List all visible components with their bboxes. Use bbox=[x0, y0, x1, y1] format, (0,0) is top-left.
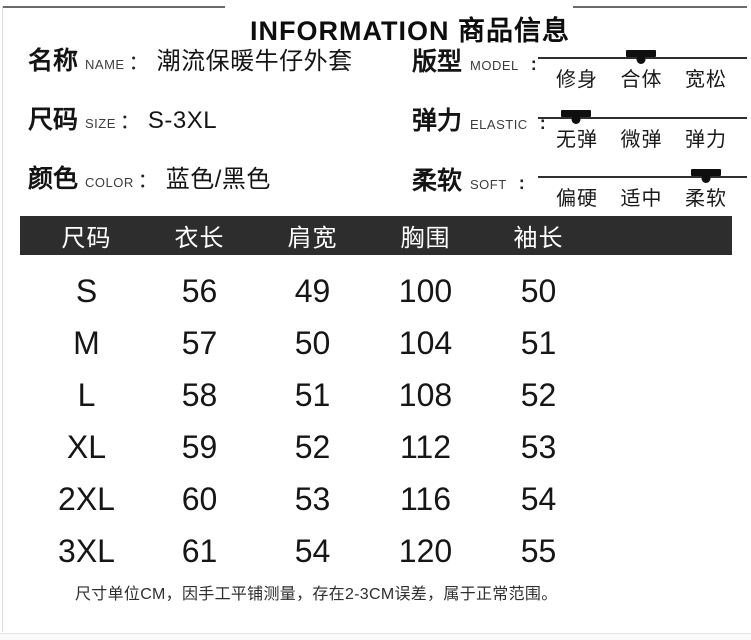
attr-colon: ： bbox=[137, 170, 158, 192]
slider-label-en: SOFT bbox=[470, 177, 507, 192]
slider-track-soft: 偏硬 适中 柔软 bbox=[538, 169, 747, 211]
header-left-divider bbox=[3, 6, 225, 8]
table-cell: 108 bbox=[398, 376, 453, 413]
table-cell: 53 bbox=[520, 428, 557, 465]
slider-label-en: ELASTIC bbox=[470, 117, 528, 132]
size-table-header-cell: 尺码 bbox=[61, 225, 112, 252]
table-row: 3XL 61 54 120 55 bbox=[20, 525, 732, 577]
attr-value-size: S-3XL bbox=[147, 107, 218, 134]
left-edge-line bbox=[2, 6, 3, 632]
table-cell: 61 bbox=[181, 532, 218, 569]
bottom-divider bbox=[0, 633, 751, 634]
table-cell: 54 bbox=[520, 480, 557, 517]
slider-option: 适中 bbox=[620, 188, 663, 210]
header-right-divider bbox=[573, 6, 747, 8]
table-cell: 57 bbox=[181, 324, 218, 361]
slider-options-elastic: 无弹 微弹 弹力 bbox=[538, 123, 747, 152]
slider-label-zh: 版型 bbox=[412, 48, 463, 76]
slider-track-model: 修身 合体 宽松 bbox=[538, 50, 747, 92]
table-cell: 53 bbox=[294, 480, 331, 517]
measurement-note: 尺寸单位CM，因手工平铺测量，存在2-3CM误差，属于正常范围。 bbox=[75, 586, 558, 603]
table-cell: XL bbox=[66, 428, 107, 465]
table-cell: 55 bbox=[520, 532, 557, 569]
slider-colon: : bbox=[539, 113, 546, 133]
attr-row-size: 尺码 SIZE ： S-3XL bbox=[28, 100, 217, 136]
slider-option: 弹力 bbox=[685, 129, 727, 151]
slider-label-zh: 弹力 bbox=[412, 107, 463, 135]
slider-label-elastic: 弹力 ELASTIC : bbox=[412, 101, 546, 137]
size-table-header-cell: 胸围 bbox=[400, 225, 451, 252]
attr-colon: ： bbox=[128, 52, 149, 74]
attr-colon: ： bbox=[119, 111, 140, 133]
slider-option: 修身 bbox=[556, 69, 598, 91]
size-table-header-cell: 衣长 bbox=[174, 225, 225, 252]
slider-line bbox=[538, 117, 747, 119]
slider-option: 柔软 bbox=[685, 188, 727, 210]
table-cell: 52 bbox=[520, 376, 557, 413]
table-cell: 50 bbox=[520, 272, 557, 309]
attr-label-en: COLOR bbox=[85, 175, 134, 190]
slider-label-zh: 柔软 bbox=[412, 167, 463, 195]
slider-marker-elastic bbox=[561, 110, 591, 117]
table-cell: 3XL bbox=[58, 532, 115, 569]
table-cell: 49 bbox=[294, 272, 331, 309]
attr-label-zh: 尺码 bbox=[28, 106, 79, 134]
table-row: 2XL 60 53 116 54 bbox=[20, 473, 732, 525]
slider-label-model: 版型 MODEL : bbox=[412, 42, 537, 78]
size-table-header-cell: 肩宽 bbox=[287, 225, 338, 252]
slider-track-elastic: 无弹 微弹 弹力 bbox=[538, 110, 747, 152]
attr-row-color: 颜色 COLOR ： 蓝色/黑色 bbox=[28, 159, 271, 195]
size-table-header: 尺码 衣长 肩宽 胸围 袖长 bbox=[20, 216, 732, 255]
table-cell: S bbox=[75, 272, 98, 309]
slider-colon: : bbox=[518, 173, 525, 193]
table-cell: 51 bbox=[520, 324, 557, 361]
table-cell: 52 bbox=[294, 428, 331, 465]
slider-marker-model bbox=[626, 50, 656, 57]
page-title: INFORMATION 商品信息 bbox=[250, 16, 570, 47]
table-cell: L bbox=[77, 376, 96, 413]
slider-option: 合体 bbox=[620, 69, 663, 91]
attr-value-color: 蓝色/黑色 bbox=[165, 166, 271, 193]
table-row: S 56 49 100 50 bbox=[20, 265, 732, 317]
slider-options-model: 修身 合体 宽松 bbox=[538, 63, 747, 92]
table-cell: 51 bbox=[294, 376, 331, 413]
table-cell: 58 bbox=[181, 376, 218, 413]
bottom-strip bbox=[0, 634, 751, 640]
attr-value-name: 潮流保暖牛仔外套 bbox=[156, 48, 353, 75]
table-cell: 100 bbox=[398, 272, 453, 309]
attr-label-zh: 颜色 bbox=[28, 165, 79, 193]
table-cell: 50 bbox=[294, 324, 331, 361]
slider-colon: : bbox=[530, 54, 537, 74]
table-cell: 104 bbox=[398, 324, 453, 361]
slider-marker-soft bbox=[691, 169, 721, 176]
table-cell: 2XL bbox=[58, 480, 115, 517]
table-cell: 54 bbox=[294, 532, 331, 569]
table-row: L 58 51 108 52 bbox=[20, 369, 732, 421]
table-cell: 112 bbox=[399, 428, 451, 465]
table-cell: 60 bbox=[181, 480, 218, 517]
table-row: XL 59 52 112 53 bbox=[20, 421, 732, 473]
slider-option: 无弹 bbox=[556, 129, 598, 151]
size-table: 尺码 衣长 肩宽 胸围 袖长 S 56 49 100 50 M 57 50 10… bbox=[20, 216, 732, 577]
slider-options-soft: 偏硬 适中 柔软 bbox=[538, 182, 747, 211]
slider-line bbox=[538, 176, 747, 178]
table-cell: 120 bbox=[398, 532, 453, 569]
attr-row-name: 名称 NAME ： 潮流保暖牛仔外套 bbox=[28, 41, 353, 77]
attr-label-zh: 名称 bbox=[28, 47, 79, 75]
slider-option: 宽松 bbox=[685, 69, 727, 91]
table-cell: M bbox=[73, 324, 100, 361]
table-row: M 57 50 104 51 bbox=[20, 317, 732, 369]
attr-label-en: NAME bbox=[85, 57, 125, 72]
slider-option: 偏硬 bbox=[556, 188, 598, 210]
attr-label-en: SIZE bbox=[85, 116, 116, 131]
size-table-header-cell: 袖长 bbox=[513, 225, 564, 252]
slider-option: 微弹 bbox=[620, 129, 663, 151]
table-cell: 116 bbox=[399, 480, 451, 517]
table-cell: 56 bbox=[181, 272, 218, 309]
slider-label-en: MODEL bbox=[470, 58, 519, 73]
slider-label-soft: 柔软 SOFT : bbox=[412, 161, 525, 197]
size-table-body: S 56 49 100 50 M 57 50 104 51 L 58 51 10… bbox=[20, 265, 732, 577]
table-cell: 59 bbox=[181, 428, 218, 465]
